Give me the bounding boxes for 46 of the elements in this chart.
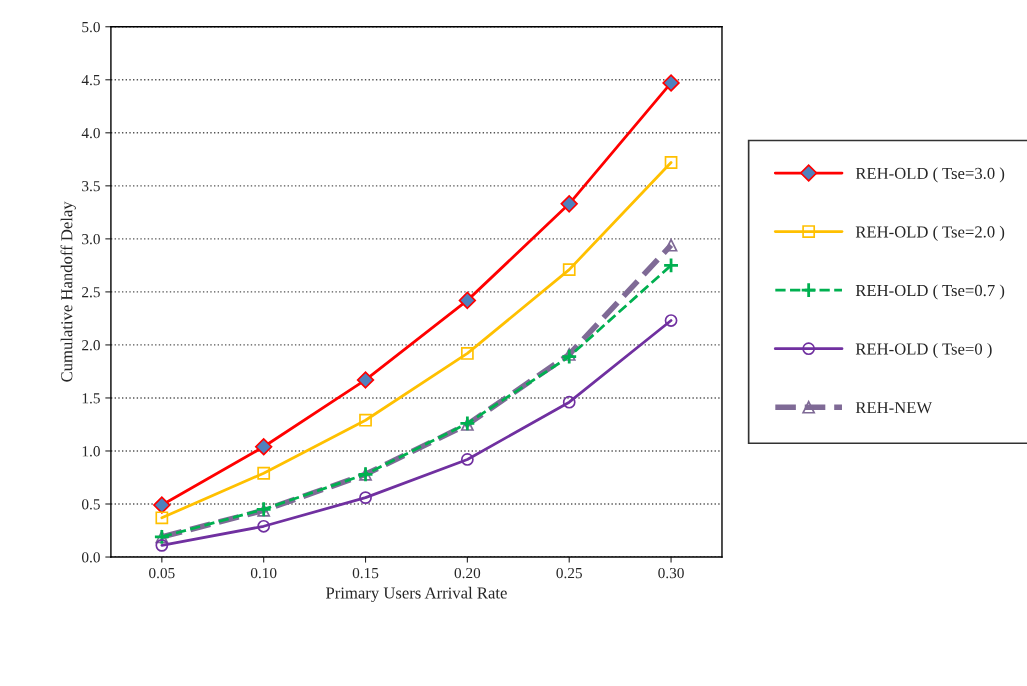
point — [562, 348, 576, 361]
y-tick-label: 0.0 — [81, 552, 100, 563]
point — [153, 496, 171, 514]
point — [257, 519, 271, 533]
point — [460, 347, 474, 360]
point — [662, 74, 680, 92]
y-tick-label: 2.5 — [82, 287, 100, 298]
point — [662, 257, 680, 274]
legend-label: REH-OLD ( Tse=0.7 ) — [855, 284, 1005, 300]
y-tick-label: 3.0 — [82, 234, 100, 245]
point — [359, 413, 372, 427]
y-tick-label: 5.0 — [82, 21, 100, 33]
point — [155, 511, 169, 525]
legend-label: REH-OLD ( Tse=3.0 ) — [855, 167, 1005, 183]
point — [664, 238, 678, 252]
point — [560, 348, 578, 365]
x-tick-label: 0.05 — [149, 567, 175, 579]
x-tick-label: 0.10 — [250, 567, 277, 579]
y-tick-label: 1.5 — [82, 393, 100, 404]
legend-label: REH-OLD ( Tse=2.0 ) — [855, 225, 1005, 241]
point — [562, 395, 576, 409]
y-tick-label: 4.0 — [81, 127, 100, 139]
x-tick-label: 0.30 — [658, 567, 684, 579]
y-tick-label: 2.0 — [82, 340, 100, 351]
point — [356, 371, 375, 389]
point — [562, 263, 576, 277]
point — [359, 491, 372, 505]
point — [254, 438, 273, 456]
y-tick-label: 0.5 — [81, 499, 100, 510]
point — [664, 314, 678, 327]
legend-label: REH-OLD ( Tse=0 ) — [855, 342, 992, 359]
y-axis-title: Cumulative Handoff Delay — [60, 201, 76, 382]
point — [155, 538, 169, 552]
x-tick-label: 0.20 — [454, 567, 481, 579]
y-tick-label: 4.5 — [81, 75, 100, 86]
x-axis-title: Primary Users Arrival Rate — [325, 586, 507, 603]
x-tick-label: 0.15 — [352, 567, 379, 579]
point — [458, 291, 477, 310]
x-tick-label: 0.25 — [556, 567, 582, 579]
point — [257, 466, 271, 480]
y-tick-label: 3.5 — [82, 181, 100, 192]
point — [560, 195, 578, 213]
point — [664, 156, 678, 169]
legend-label: REH-NEW — [855, 402, 933, 414]
point — [460, 453, 474, 466]
y-tick-label: 1.0 — [82, 446, 100, 457]
